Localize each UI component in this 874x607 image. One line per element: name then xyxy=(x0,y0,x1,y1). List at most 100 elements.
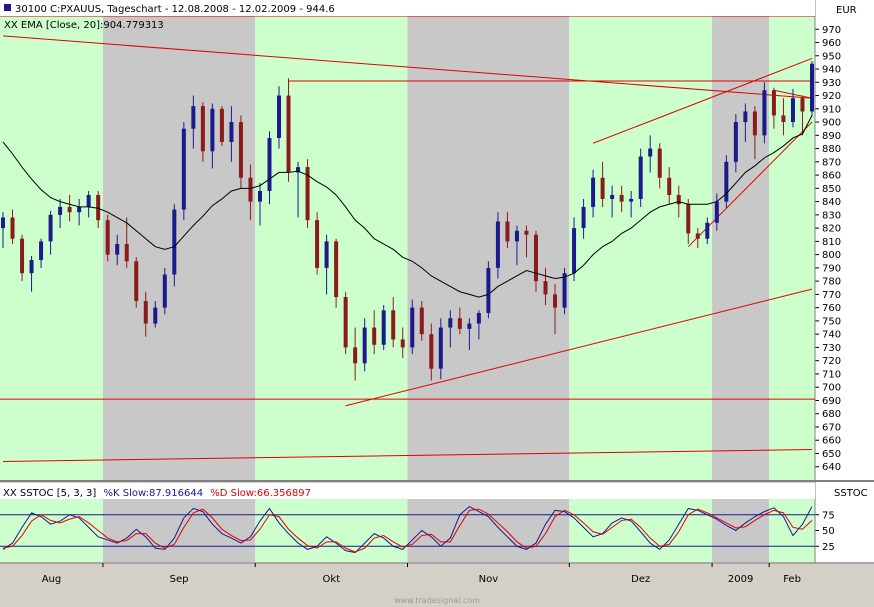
candle xyxy=(419,301,424,341)
candle xyxy=(20,234,25,282)
y-tick-label: 870 xyxy=(822,157,841,168)
trend-line[interactable] xyxy=(2,449,813,462)
ema-label: XX EMA [Close, 20]:904.779313 xyxy=(4,20,164,31)
osc-y-tick-label: 50 xyxy=(822,526,835,537)
candle xyxy=(648,135,653,173)
x-tick-label: Nov xyxy=(479,574,499,585)
candle xyxy=(219,106,224,146)
y-tick-label: 830 xyxy=(822,210,841,221)
candle xyxy=(238,115,243,189)
candle xyxy=(381,305,386,351)
candle xyxy=(39,238,44,268)
x-tick-label: Sep xyxy=(170,574,189,585)
candle xyxy=(553,283,558,335)
y-tick-label: 770 xyxy=(822,290,841,301)
y-tick-label: 810 xyxy=(822,237,841,248)
y-tick-label: 900 xyxy=(822,118,841,129)
price-axis xyxy=(815,0,874,480)
osc-month-band xyxy=(0,499,103,562)
month-band xyxy=(407,16,570,480)
candle xyxy=(572,217,577,282)
candle xyxy=(124,217,129,268)
candle xyxy=(172,204,177,287)
osc-title: XX SSTOC [5, 3, 3] %K Slow:87.916644 %D … xyxy=(3,488,311,499)
candle xyxy=(324,234,329,295)
y-tick-label: 890 xyxy=(822,131,841,142)
trend-line[interactable] xyxy=(592,57,813,144)
month-band xyxy=(0,16,103,480)
candle xyxy=(48,210,53,255)
watermark: www.tradesignal.com xyxy=(394,596,480,605)
candle xyxy=(200,102,205,162)
y-tick-label: 800 xyxy=(822,250,841,261)
y-tick-label: 660 xyxy=(822,436,841,447)
y-tick-label: 950 xyxy=(822,51,841,62)
candle xyxy=(343,291,348,355)
candle xyxy=(305,159,310,229)
y-tick-label: 840 xyxy=(822,197,841,208)
candle xyxy=(762,82,767,144)
candle xyxy=(610,185,615,218)
y-tick-label: 920 xyxy=(822,91,841,102)
y-tick-label: 640 xyxy=(822,462,841,473)
candle xyxy=(134,257,139,308)
title-square-icon xyxy=(4,4,11,11)
osc-panel-label: SSTOC xyxy=(834,488,868,499)
y-tick-label: 960 xyxy=(822,38,841,49)
d-slow-line xyxy=(2,508,813,553)
y-tick-label: 910 xyxy=(822,104,841,115)
candle xyxy=(143,291,148,337)
osc-month-band xyxy=(102,499,256,562)
x-tick-label: 2009 xyxy=(728,574,753,585)
osc-prefix: XX SSTOC [5, 3, 3] xyxy=(3,488,96,499)
candle xyxy=(181,122,186,221)
candle xyxy=(77,198,82,226)
trend-line[interactable] xyxy=(2,35,813,99)
y-tick-label: 700 xyxy=(822,383,841,394)
y-tick-label: 790 xyxy=(822,263,841,274)
y-tick-label: 750 xyxy=(822,316,841,327)
candle xyxy=(781,98,786,136)
candle xyxy=(1,212,5,248)
y-tick-label: 940 xyxy=(822,65,841,76)
y-tick-label: 780 xyxy=(822,277,841,288)
candle xyxy=(58,198,63,229)
k-slow-label: %K Slow:87.916644 xyxy=(104,488,204,499)
candle xyxy=(733,114,738,173)
candle xyxy=(115,234,120,266)
x-tick-label: Okt xyxy=(323,574,341,585)
candle xyxy=(695,228,700,248)
y-tick-label: 930 xyxy=(822,78,841,89)
candle xyxy=(524,225,529,258)
y-tick-label: 880 xyxy=(822,144,841,155)
candle xyxy=(800,95,805,136)
ema-line xyxy=(2,115,813,298)
currency-label: EUR xyxy=(836,5,857,16)
candle xyxy=(438,318,443,380)
candle xyxy=(476,310,481,340)
candle xyxy=(467,318,472,351)
trend-line[interactable] xyxy=(345,288,813,407)
x-tick-label: Dez xyxy=(631,574,650,585)
candle xyxy=(257,183,262,226)
y-tick-label: 680 xyxy=(822,409,841,420)
candle xyxy=(162,267,167,315)
y-tick-label: 710 xyxy=(822,369,841,380)
candle xyxy=(514,225,519,266)
candle xyxy=(771,87,776,129)
osc-month-band xyxy=(712,499,770,562)
y-tick-label: 670 xyxy=(822,422,841,433)
candle xyxy=(457,307,462,335)
osc-month-band xyxy=(407,499,570,562)
candle xyxy=(248,164,253,221)
k-slow-line xyxy=(2,505,813,554)
candle xyxy=(448,310,453,348)
candle xyxy=(752,106,757,160)
osc-axis xyxy=(815,482,874,562)
candle xyxy=(638,148,643,207)
candle xyxy=(629,190,634,218)
candle xyxy=(581,198,586,239)
candle xyxy=(790,88,795,128)
